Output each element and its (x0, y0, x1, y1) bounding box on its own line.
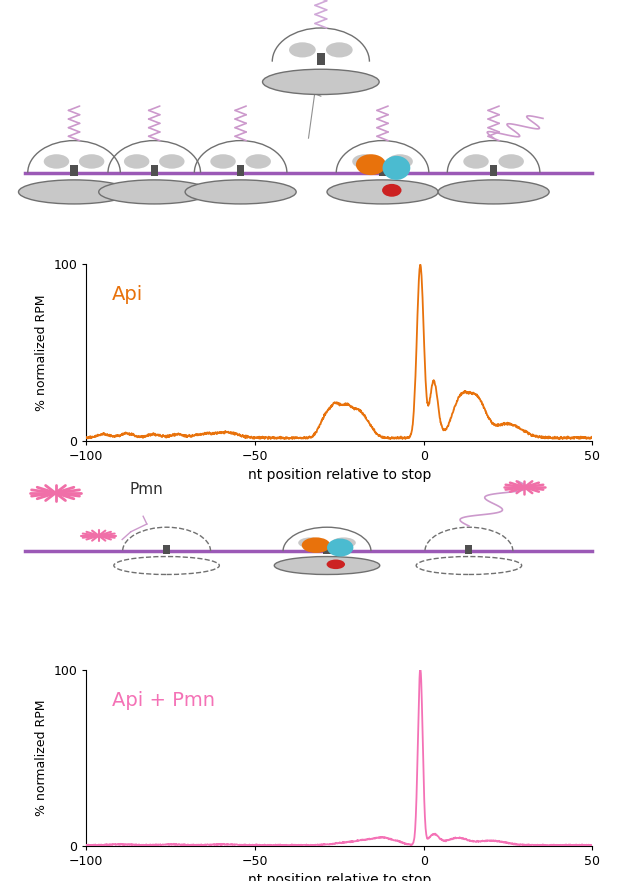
Text: Api + Pmn: Api + Pmn (112, 691, 215, 710)
Text: Pmn: Pmn (130, 482, 164, 497)
Ellipse shape (382, 184, 402, 196)
Bar (151, 165, 158, 176)
Y-axis label: % normalized RPM: % normalized RPM (35, 294, 48, 411)
Bar (70, 165, 78, 176)
Ellipse shape (356, 154, 386, 175)
Ellipse shape (99, 180, 210, 204)
Ellipse shape (463, 154, 489, 168)
Ellipse shape (159, 154, 184, 168)
Ellipse shape (352, 154, 378, 168)
Bar (379, 165, 386, 176)
Ellipse shape (44, 154, 69, 168)
Ellipse shape (387, 154, 413, 168)
Ellipse shape (327, 538, 354, 557)
Ellipse shape (246, 154, 271, 168)
Text: Api: Api (112, 285, 143, 305)
Bar (317, 54, 325, 65)
Ellipse shape (79, 154, 104, 168)
Ellipse shape (326, 559, 345, 569)
Ellipse shape (289, 42, 316, 57)
Ellipse shape (298, 537, 323, 548)
Ellipse shape (327, 180, 438, 204)
X-axis label: nt position relative to stop: nt position relative to stop (247, 468, 431, 482)
Ellipse shape (185, 180, 296, 204)
Ellipse shape (331, 537, 356, 548)
Ellipse shape (124, 154, 149, 168)
X-axis label: nt position relative to stop: nt position relative to stop (247, 873, 431, 881)
Bar (237, 165, 244, 176)
Ellipse shape (274, 557, 380, 574)
Bar (163, 545, 170, 553)
Ellipse shape (326, 42, 353, 57)
Bar (323, 545, 331, 553)
Ellipse shape (383, 156, 410, 180)
Bar (465, 545, 473, 553)
Ellipse shape (499, 154, 524, 168)
Ellipse shape (263, 70, 379, 94)
Bar (490, 165, 497, 176)
Ellipse shape (302, 537, 330, 553)
Ellipse shape (210, 154, 236, 168)
Ellipse shape (438, 180, 549, 204)
Y-axis label: % normalized RPM: % normalized RPM (35, 700, 48, 816)
Ellipse shape (19, 180, 130, 204)
